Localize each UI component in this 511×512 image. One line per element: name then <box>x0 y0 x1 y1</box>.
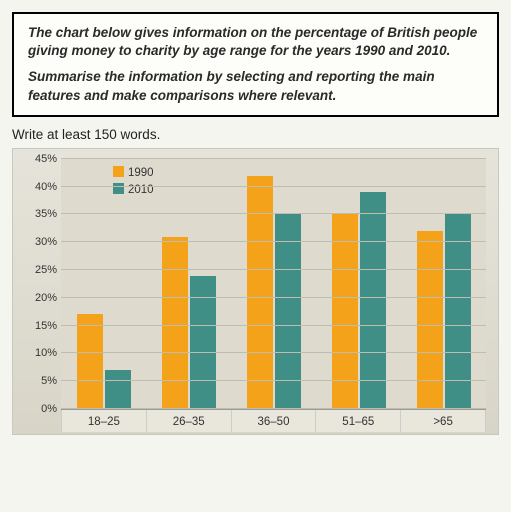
y-tick-label: 25% <box>21 264 57 276</box>
bar <box>77 314 103 408</box>
bar <box>105 370 131 409</box>
y-tick-label: 15% <box>21 320 57 332</box>
bar-group <box>316 159 401 409</box>
bar-group <box>146 159 231 409</box>
grid-line <box>61 352 486 353</box>
y-tick-label: 30% <box>21 236 57 248</box>
grid-line <box>61 158 486 159</box>
task-prompt-box: The chart below gives information on the… <box>12 12 499 117</box>
bar-group <box>61 159 146 409</box>
x-tick-label: >65 <box>401 410 486 432</box>
prompt-paragraph-1: The chart below gives information on the… <box>28 24 483 60</box>
grid-line <box>61 241 486 242</box>
x-axis: 18–2526–3536–5051–65>65 <box>61 410 486 432</box>
y-tick-label: 10% <box>21 347 57 359</box>
grid-line <box>61 325 486 326</box>
bar-group <box>401 159 486 409</box>
bar <box>162 237 188 409</box>
charity-bar-chart: 1990 2010 0%5%10%15%20%25%30%35%40%45% 1… <box>12 148 499 435</box>
grid-line <box>61 380 486 381</box>
grid-line <box>61 269 486 270</box>
y-tick-label: 45% <box>21 153 57 165</box>
y-tick-label: 40% <box>21 181 57 193</box>
x-tick-label: 36–50 <box>232 410 317 432</box>
bar <box>360 192 386 409</box>
x-tick-label: 51–65 <box>316 410 401 432</box>
grid-line <box>61 186 486 187</box>
bar <box>247 176 273 409</box>
grid-line <box>61 297 486 298</box>
bars-container <box>61 159 486 409</box>
x-tick-label: 18–25 <box>62 410 147 432</box>
x-tick-label: 26–35 <box>147 410 232 432</box>
plot-area: 1990 2010 0%5%10%15%20%25%30%35%40%45% <box>61 159 486 410</box>
y-tick-label: 5% <box>21 375 57 387</box>
y-tick-label: 20% <box>21 292 57 304</box>
grid-line <box>61 408 486 409</box>
prompt-paragraph-2: Summarise the information by selecting a… <box>28 68 483 104</box>
bar-group <box>231 159 316 409</box>
y-tick-label: 35% <box>21 208 57 220</box>
word-count-instruction: Write at least 150 words. <box>12 127 499 142</box>
bar <box>417 231 443 409</box>
bar <box>190 276 216 409</box>
grid-line <box>61 213 486 214</box>
y-tick-label: 0% <box>21 403 57 415</box>
